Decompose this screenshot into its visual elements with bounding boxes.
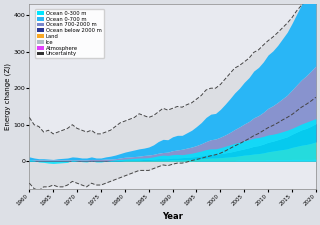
X-axis label: Year: Year bbox=[162, 212, 183, 221]
Y-axis label: Energy change (ZJ): Energy change (ZJ) bbox=[4, 63, 11, 130]
Legend: Ocean 0-300 m, Ocean 0-700 m, Ocean 700-2000 m, Ocean below 2000 m, Land, Ice, A: Ocean 0-300 m, Ocean 0-700 m, Ocean 700-… bbox=[35, 9, 104, 58]
